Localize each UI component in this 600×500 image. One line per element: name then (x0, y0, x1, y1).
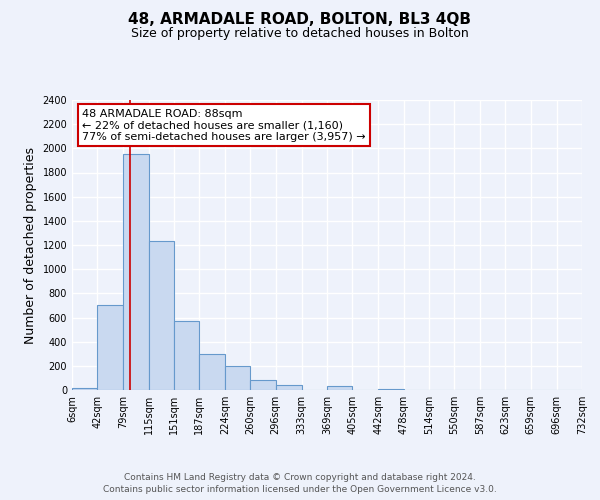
Text: Contains HM Land Registry data © Crown copyright and database right 2024.: Contains HM Land Registry data © Crown c… (124, 472, 476, 482)
Bar (97, 306, 123, 390)
Bar (72, 388, 97, 390)
Bar (378, 389, 404, 390)
Bar (123, 154, 149, 390)
Bar (225, 366, 250, 390)
Y-axis label: Number of detached properties: Number of detached properties (24, 146, 37, 344)
Bar (199, 354, 225, 390)
Text: 48, ARMADALE ROAD, BOLTON, BL3 4QB: 48, ARMADALE ROAD, BOLTON, BL3 4QB (128, 12, 472, 28)
Text: Size of property relative to detached houses in Bolton: Size of property relative to detached ho… (131, 28, 469, 40)
Bar (250, 380, 276, 390)
Text: Contains public sector information licensed under the Open Government Licence v3: Contains public sector information licen… (103, 485, 497, 494)
Bar (174, 321, 199, 390)
Bar (327, 386, 352, 390)
Bar (149, 242, 174, 390)
Text: 48 ARMADALE ROAD: 88sqm
← 22% of detached houses are smaller (1,160)
77% of semi: 48 ARMADALE ROAD: 88sqm ← 22% of detache… (82, 108, 366, 142)
Bar (276, 384, 302, 390)
